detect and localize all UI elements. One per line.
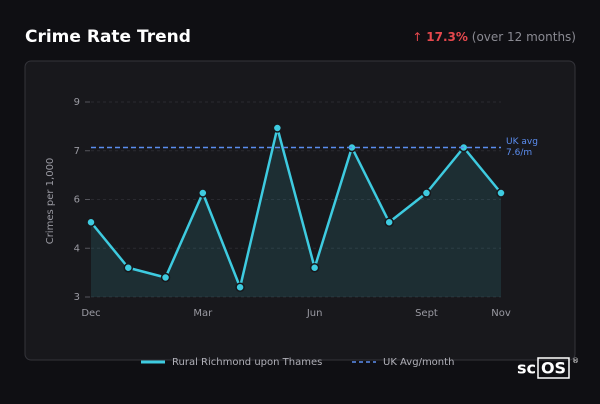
brand-prefix: sc (517, 359, 536, 378)
x-tick-label: Jun (306, 308, 323, 319)
legend-label: UK Avg/month (383, 357, 454, 368)
brand-box (537, 357, 570, 379)
y-tick-label: 9 (74, 97, 80, 108)
y-axis-label: Crimes per 1,000 (45, 158, 56, 245)
point (496, 188, 506, 198)
x-tick-label: Dec (81, 308, 100, 319)
point (160, 272, 171, 283)
x-tick-label: Nov (491, 308, 511, 319)
y-tick-label: 6 (74, 195, 80, 206)
point (123, 263, 134, 273)
change-summary: ↑ 17.3% (over 12 months) (412, 30, 576, 44)
y-tick-label: 7 (74, 146, 80, 157)
legend-label: Rural Richmond upon Thames (172, 357, 322, 368)
change-arrow: ↑ (412, 30, 422, 44)
line (90, 126, 502, 289)
brand-mark: ® (572, 357, 579, 365)
y-tick-label: 3 (74, 292, 80, 303)
x-tick-label: Sept (415, 308, 438, 319)
brand-box-text: OS (541, 359, 566, 378)
point (272, 123, 283, 133)
point (86, 217, 96, 227)
change-value: 17.3% (426, 30, 468, 44)
point (384, 217, 394, 227)
point (309, 263, 320, 273)
y-tick-label: 4 (74, 243, 80, 254)
area (91, 128, 501, 297)
point (235, 282, 245, 292)
change-period: (over 12 months) (472, 30, 576, 44)
reference-label: 7.6/m (506, 148, 532, 158)
chart-title: Crime Rate Trend (25, 27, 191, 47)
point (421, 188, 432, 198)
reference-annotation: UK avg (506, 137, 538, 147)
point (198, 188, 208, 198)
x-tick-label: Mar (193, 308, 213, 319)
